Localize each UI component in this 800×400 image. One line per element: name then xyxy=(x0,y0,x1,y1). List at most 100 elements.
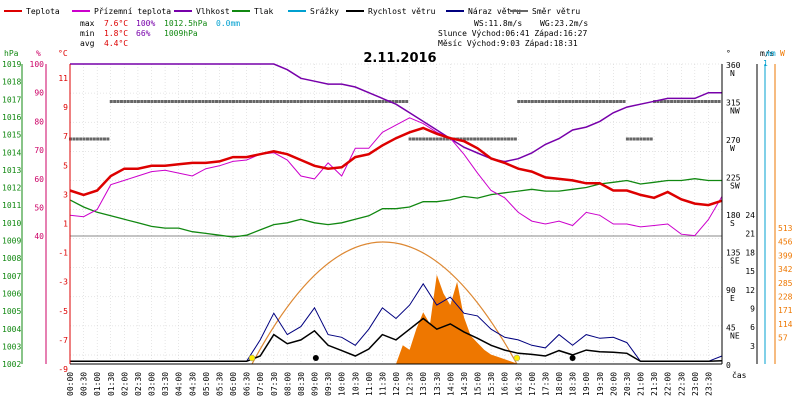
moonrise-marker xyxy=(312,355,319,361)
x-tick-label: 15:00 xyxy=(474,372,483,396)
solar-axis-unit: W xyxy=(780,49,785,58)
humidity-tick-label: 60 xyxy=(34,175,44,184)
solar-tick-label: 285 xyxy=(778,279,793,288)
x-tick-label: 03:00 xyxy=(148,372,157,396)
wind-direction-mark xyxy=(595,100,599,103)
wind-direction-mark xyxy=(605,100,609,103)
wind-direction-mark xyxy=(184,100,188,103)
wind-direction-mark xyxy=(422,137,426,141)
wind-direction-mark xyxy=(510,137,514,141)
wind-direction-mark xyxy=(371,100,375,103)
direction-deg-label: 360 xyxy=(726,61,741,70)
pressure-tick-label: 1004 xyxy=(2,325,21,334)
solar-tick-label: 171 xyxy=(778,306,793,315)
wind-direction-mark xyxy=(350,100,354,103)
wind-direction-mark xyxy=(636,137,640,141)
wind-direction-mark xyxy=(177,100,181,103)
x-tick-label: 16:00 xyxy=(501,372,510,396)
wind-direction-mark xyxy=(541,100,545,103)
wind-direction-mark xyxy=(622,100,626,103)
wind-direction-mark xyxy=(602,100,606,103)
x-tick-label: 04:00 xyxy=(175,372,184,396)
wind-direction-mark xyxy=(670,100,674,103)
axes: hPa% °C1019101810171016101510141013101210… xyxy=(2,49,793,396)
series-wind xyxy=(70,317,723,363)
wind-direction-mark xyxy=(255,100,259,103)
wind-axis-unit: m/s xyxy=(760,49,775,58)
wind-direction-mark xyxy=(625,137,629,141)
wind-direction-mark xyxy=(554,100,558,103)
x-tick-label: 07:00 xyxy=(256,372,265,396)
wind-direction-mark xyxy=(211,100,215,103)
stats-rain: 0.0mm xyxy=(216,19,240,28)
direction-name-label: E xyxy=(730,294,735,303)
x-tick-label: 09:00 xyxy=(311,372,320,396)
temperature-tick-label: -3 xyxy=(58,278,68,287)
wind-direction-mark xyxy=(130,100,134,103)
x-tick-label: 02:30 xyxy=(134,372,143,396)
x-tick-label: 19:30 xyxy=(596,372,605,396)
wind-direction-mark xyxy=(242,100,246,103)
wind-direction-mark xyxy=(710,100,714,103)
x-tick-label: 12:00 xyxy=(392,372,401,396)
wind-direction-mark xyxy=(327,100,331,103)
solar-tick-label: 513 xyxy=(778,224,793,233)
pressure-tick-label: 1015 xyxy=(2,131,21,140)
wind-direction-mark xyxy=(286,100,290,103)
solar-area xyxy=(396,274,519,364)
wind-direction-mark xyxy=(571,100,575,103)
wind-direction-mark xyxy=(232,100,235,103)
wind-direction-mark xyxy=(656,100,660,103)
wind-direction-mark xyxy=(395,100,398,103)
wind-direction-mark xyxy=(445,137,449,141)
series-humidity xyxy=(70,63,722,163)
wind-direction-mark xyxy=(174,100,178,103)
wind-direction-mark xyxy=(666,100,670,103)
temperature-tick-label: 7 xyxy=(63,132,68,141)
wind-direction-mark xyxy=(476,137,480,141)
wind-direction-mark xyxy=(439,137,443,141)
x-tick-label: 16:30 xyxy=(514,372,523,396)
wind-direction-mark xyxy=(588,100,592,103)
wind-direction-mark xyxy=(483,137,487,141)
wind-direction-mark xyxy=(581,100,585,103)
wind-direction-mark xyxy=(119,100,123,103)
pressure-tick-label: 1019 xyxy=(2,60,21,69)
wind-direction-mark xyxy=(704,100,708,103)
wind-direction-mark xyxy=(462,137,466,141)
wind-direction-mark xyxy=(204,100,208,103)
wind-direction-mark xyxy=(530,100,534,103)
wind-tick-label: 15 xyxy=(745,267,755,276)
x-tick-label: 11:00 xyxy=(365,372,374,396)
rain-axis-unit: mm xyxy=(766,49,776,58)
wind-direction-mark xyxy=(608,100,612,103)
wind-direction-mark xyxy=(306,100,310,103)
chart-title: 2.11.2016 xyxy=(363,51,436,66)
stats-temp: 1.8°C xyxy=(104,29,128,38)
wind-direction-mark xyxy=(181,100,185,103)
x-tick-label: 14:00 xyxy=(446,372,455,396)
wind-direction-mark xyxy=(85,137,89,141)
wind-direction-mark xyxy=(228,100,232,103)
wind-direction-mark xyxy=(201,100,205,103)
x-tick-label: 02:00 xyxy=(120,372,129,396)
wind-direction-mark xyxy=(659,100,663,103)
wind-direction-mark xyxy=(235,100,239,103)
legend-label: Vlhkost xyxy=(196,7,230,16)
temperature-tick-label: 5 xyxy=(63,161,68,170)
x-tick-label: 20:30 xyxy=(623,372,632,396)
wind-direction-mark xyxy=(96,137,100,141)
wind-direction-mark xyxy=(347,100,351,103)
x-tick-label: 14:30 xyxy=(460,372,469,396)
wind-direction-mark xyxy=(225,100,229,103)
wind-direction-mark xyxy=(615,100,619,103)
wind-direction-mark xyxy=(194,100,198,103)
direction-name-label: SE xyxy=(730,257,740,266)
wind-direction-mark xyxy=(707,100,711,103)
x-tick-label: 08:30 xyxy=(297,372,306,396)
wind-direction-mark xyxy=(500,137,504,141)
wind-direction-mark xyxy=(690,100,694,103)
pressure-tick-label: 1008 xyxy=(2,254,21,263)
wind-tick-label: 21 xyxy=(745,230,755,239)
rain-axis-top: 1 xyxy=(763,59,768,68)
